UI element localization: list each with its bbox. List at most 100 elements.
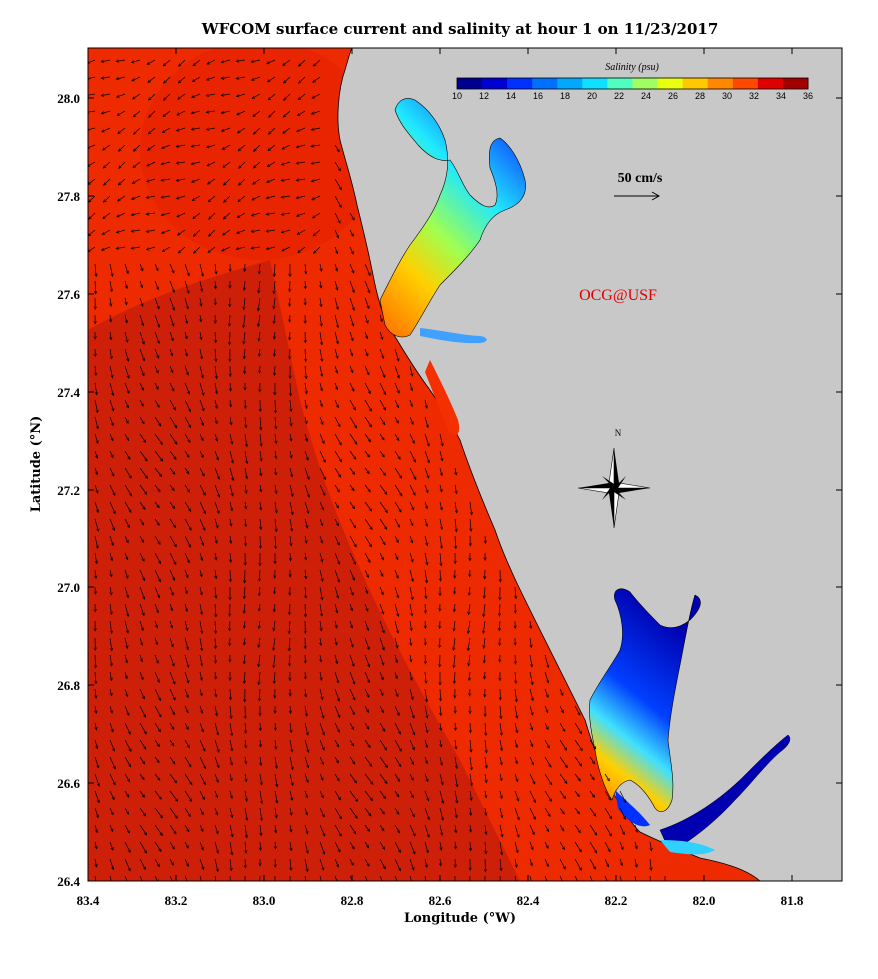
current-vector xyxy=(259,739,262,748)
current-vector xyxy=(258,688,261,702)
current-vector xyxy=(394,807,400,815)
current-vector-head xyxy=(423,625,427,629)
current-vector-head xyxy=(131,96,136,100)
current-vector-head xyxy=(235,59,240,63)
current-vector-head xyxy=(250,246,255,250)
current-vector xyxy=(289,297,291,307)
current-vector-head xyxy=(141,420,145,425)
current-vector-head xyxy=(140,539,144,543)
current-vector xyxy=(154,586,160,599)
current-vector xyxy=(94,535,99,549)
current-vector-head xyxy=(163,80,167,84)
current-vector-head xyxy=(229,540,233,544)
current-vector xyxy=(319,790,324,799)
current-vector-head xyxy=(440,443,444,447)
current-vector xyxy=(192,195,201,201)
current-vector-head xyxy=(125,270,129,275)
current-vector-head xyxy=(593,745,597,750)
current-vector xyxy=(349,824,357,835)
current-vector xyxy=(109,807,114,815)
current-vector-head xyxy=(126,358,130,362)
current-vector-head xyxy=(395,645,399,649)
current-vector-head xyxy=(95,455,99,459)
current-vector-head xyxy=(606,863,609,868)
current-vector xyxy=(103,195,111,203)
current-vector-head xyxy=(396,594,400,599)
current-vector xyxy=(283,110,291,118)
current-vector-head xyxy=(439,488,443,493)
current-vector-head xyxy=(452,664,456,669)
current-vector-head xyxy=(147,131,152,135)
current-vector-head xyxy=(190,144,195,148)
current-vector-head xyxy=(306,494,310,498)
current-vector-head xyxy=(606,777,610,782)
current-vector xyxy=(191,144,201,147)
current-vector-head xyxy=(141,794,145,798)
current-vector xyxy=(454,756,458,769)
current-vector xyxy=(409,756,414,765)
current-vector xyxy=(88,246,96,253)
current-vector xyxy=(94,671,97,684)
current-vector-head xyxy=(156,340,160,345)
current-vector xyxy=(484,824,487,835)
current-vector xyxy=(237,127,246,134)
current-vector xyxy=(424,756,428,764)
current-vector-head xyxy=(242,680,247,685)
current-vector-head xyxy=(213,320,217,324)
current-vector-head xyxy=(115,94,120,98)
current-vector-head xyxy=(93,290,98,295)
colorbar-cell xyxy=(482,78,508,89)
current-vector xyxy=(514,824,520,838)
current-vector-head xyxy=(200,828,204,833)
current-vector xyxy=(483,654,486,664)
current-vector xyxy=(453,671,456,684)
current-vector-head xyxy=(468,829,473,833)
current-vector-head xyxy=(352,696,356,701)
current-vector xyxy=(529,671,533,685)
x-tick-label: 82.8 xyxy=(341,893,364,908)
current-vector-head xyxy=(336,777,340,782)
current-vector xyxy=(604,807,612,819)
current-vector-head xyxy=(352,761,356,765)
current-vector-head xyxy=(469,782,473,787)
current-vector xyxy=(409,807,415,818)
current-vector-head xyxy=(237,198,241,203)
current-vector-head xyxy=(237,147,242,152)
current-vector-head xyxy=(243,405,247,410)
current-vector-head xyxy=(140,676,144,681)
current-vector-head xyxy=(319,642,323,647)
current-vector-head xyxy=(173,543,177,548)
current-vector xyxy=(334,722,340,733)
current-vector xyxy=(124,263,129,274)
current-vector-head xyxy=(350,352,354,357)
current-vector xyxy=(439,841,442,851)
current-vector-head xyxy=(116,214,120,218)
colorbar-tick-label: 16 xyxy=(533,91,543,101)
current-vector-head xyxy=(664,885,667,888)
current-vector-head xyxy=(280,178,285,182)
current-vector xyxy=(334,178,342,190)
current-vector-head xyxy=(498,697,502,701)
current-vector xyxy=(409,433,415,444)
current-vector-head xyxy=(410,558,414,563)
current-vector-head xyxy=(454,884,457,887)
current-vector-head xyxy=(424,698,429,703)
current-vector xyxy=(529,824,535,835)
current-vector xyxy=(544,654,549,668)
current-vector-head xyxy=(188,408,191,413)
current-vector xyxy=(319,450,326,463)
current-vector xyxy=(154,875,158,881)
current-vector-head xyxy=(272,273,276,278)
current-vector xyxy=(88,212,96,220)
colorbar-tick-label: 36 xyxy=(803,91,813,101)
current-vector-head xyxy=(127,849,131,853)
current-vector-head xyxy=(304,358,308,363)
current-vector xyxy=(604,875,608,881)
current-vector xyxy=(499,858,502,871)
current-vector-head xyxy=(289,886,292,889)
current-vector xyxy=(94,739,98,749)
current-vector xyxy=(349,552,357,565)
current-vector-head xyxy=(272,320,276,325)
current-vector-head xyxy=(94,829,99,834)
current-vector xyxy=(94,365,97,376)
